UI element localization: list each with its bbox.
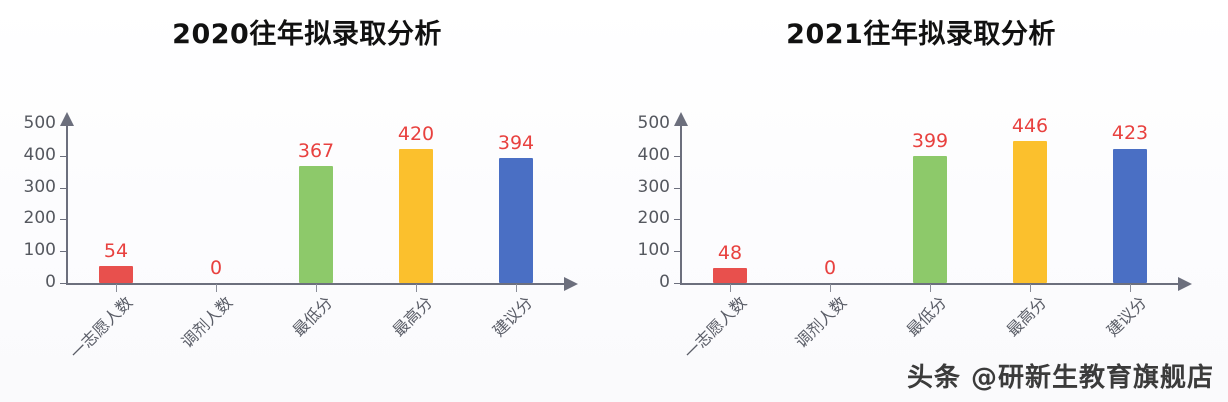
x-axis-tick [116,284,117,292]
bar[interactable] [99,265,133,283]
y-axis-tick [60,219,67,221]
plot-area-2021: 0 100 200 300 400 500 48 一志愿人数 0 调剂人数 399 最低分 446 最高分… [614,0,1228,402]
bar-value-label: 446 [1011,115,1049,138]
y-axis-tick-label: 100 [8,240,56,261]
bar-value-label: 0 [209,257,223,279]
bar-slot [1113,124,1147,283]
x-axis-tick [516,284,517,292]
chart-title-2020: 2020往年拟录取分析 [172,19,442,50]
y-axis-tick-text: 200 [23,208,56,229]
y-axis-tick-text: 300 [637,176,670,197]
bar-slot [1013,124,1047,283]
y-axis-tick [674,155,681,157]
x-axis-category-label: 一志愿人数 [680,292,751,363]
plot-area-2020: 0 100 200 300 400 500 54 一志愿人数 0 调剂人数 367 最低分 420 最高分… [8,112,578,363]
x-axis-tick [1030,284,1031,292]
y-axis-arrow-icon [60,112,74,126]
x-axis-category-label: 最低分 [288,292,337,341]
y-axis-tick [674,187,681,189]
x-axis-category-label: 一志愿人数 [66,292,137,363]
y-axis-tick-text: 300 [23,176,56,197]
x-axis-arrow-icon [1178,277,1192,291]
bar-slot [713,124,747,283]
bar-value-label: 367 [297,140,335,163]
bar-slot [299,124,333,283]
bar-value-label: 394 [497,131,535,154]
bar-value-label: 399 [911,130,949,153]
bar[interactable] [713,267,747,283]
x-axis-category-label: 调剂人数 [177,292,237,352]
y-axis-tick-text: 0 [45,272,56,292]
y-axis-tick [60,283,67,284]
bar[interactable] [299,166,333,283]
x-axis-category-label: 最高分 [388,292,437,341]
bar-value-label: 420 [397,123,435,146]
y-axis-tick-label: 300 [622,176,670,197]
x-axis-tick [830,284,831,292]
bar-value-label: 54 [103,239,129,262]
y-axis-tick-text: 100 [637,240,670,261]
y-axis-tick-text: 200 [637,208,670,229]
bar-slot [913,124,947,283]
y-axis-tick-label: 400 [622,144,670,165]
bar-value-label: 48 [717,241,743,264]
y-axis-line [66,124,68,284]
bar-value-label: 423 [1111,122,1149,145]
x-axis-category-label: 建议分 [488,292,537,341]
x-axis-category-label: 建议分 [1102,292,1151,341]
y-axis-line [680,124,682,284]
y-axis-tick-text: 400 [637,144,670,165]
y-axis-tick [674,283,681,284]
bar[interactable] [1113,148,1147,283]
bar-slot [99,124,133,283]
bar[interactable] [1013,141,1047,283]
y-axis-tick-text: 500 [637,113,670,133]
x-axis-category-label: 最高分 [1002,292,1051,341]
bar-value-label: 0 [823,257,837,279]
y-axis-tick-text: 500 [23,113,56,133]
bar[interactable] [399,149,433,283]
chart-panel-2021: 2021往年拟录取分析 0 100 200 300 400 500 48 一志愿人数 0 调剂人数… [614,0,1228,402]
y-axis-tick-label: 200 [622,208,670,229]
bar-slot [499,124,533,283]
y-axis-tick-label: 200 [8,208,56,229]
x-axis-tick [316,284,317,292]
watermark: 头条 @研新生教育旗舰店 [906,363,1214,393]
y-axis-tick [674,251,681,253]
y-axis-tick-label: 0 [8,272,56,292]
y-axis-tick-label: 0 [622,272,670,292]
x-axis-tick [930,284,931,292]
y-axis-tick [60,187,67,189]
y-axis-tick-label: 300 [8,176,56,197]
y-axis-tick-label: 100 [622,240,670,261]
bar[interactable] [499,157,533,283]
x-axis-arrow-icon [564,277,578,291]
x-axis-tick [1130,284,1131,292]
bar[interactable] [913,156,947,283]
x-axis-tick [416,284,417,292]
y-axis-arrow-icon [674,112,688,126]
y-axis-tick-label: 500 [622,113,670,133]
y-axis-tick [674,219,681,221]
x-axis-tick [216,284,217,292]
y-axis-tick-text: 400 [23,144,56,165]
x-axis-tick [730,284,731,292]
chart-title-2021: 2021往年拟录取分析 [786,19,1056,50]
y-axis-tick-text: 100 [23,240,56,261]
y-axis-tick [60,251,67,253]
y-axis-tick-label: 400 [8,144,56,165]
y-axis-tick-text: 0 [659,272,670,292]
y-axis-tick-label: 500 [8,113,56,133]
y-axis-tick [60,155,67,157]
chart-panel-2020: 2020往年拟录取分析 0 100 200 300 400 500 54 一志愿人数 0 调剂人数… [8,19,578,363]
x-axis-category-label: 最低分 [902,292,951,341]
bar-slot [399,124,433,283]
x-axis-category-label: 调剂人数 [791,292,851,352]
